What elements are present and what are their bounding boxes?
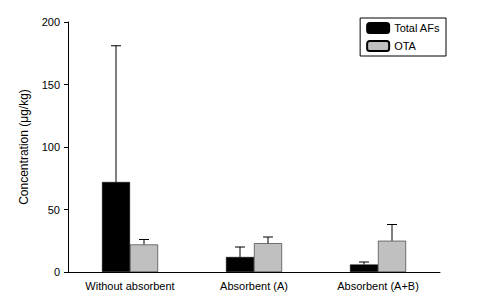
- svg-text:150: 150: [42, 79, 60, 91]
- svg-text:0: 0: [54, 266, 60, 278]
- svg-text:Total AFs: Total AFs: [394, 22, 440, 34]
- svg-text:Concentration (μg/kg): Concentration (μg/kg): [17, 89, 31, 205]
- svg-text:OTA: OTA: [394, 40, 416, 52]
- svg-text:100: 100: [42, 141, 60, 153]
- svg-text:200: 200: [42, 16, 60, 28]
- svg-text:Absorbent (A+B): Absorbent (A+B): [337, 280, 419, 292]
- svg-text:Absorbent (A): Absorbent (A): [220, 280, 288, 292]
- svg-text:50: 50: [48, 204, 60, 216]
- svg-text:Without absorbent: Without absorbent: [85, 280, 174, 292]
